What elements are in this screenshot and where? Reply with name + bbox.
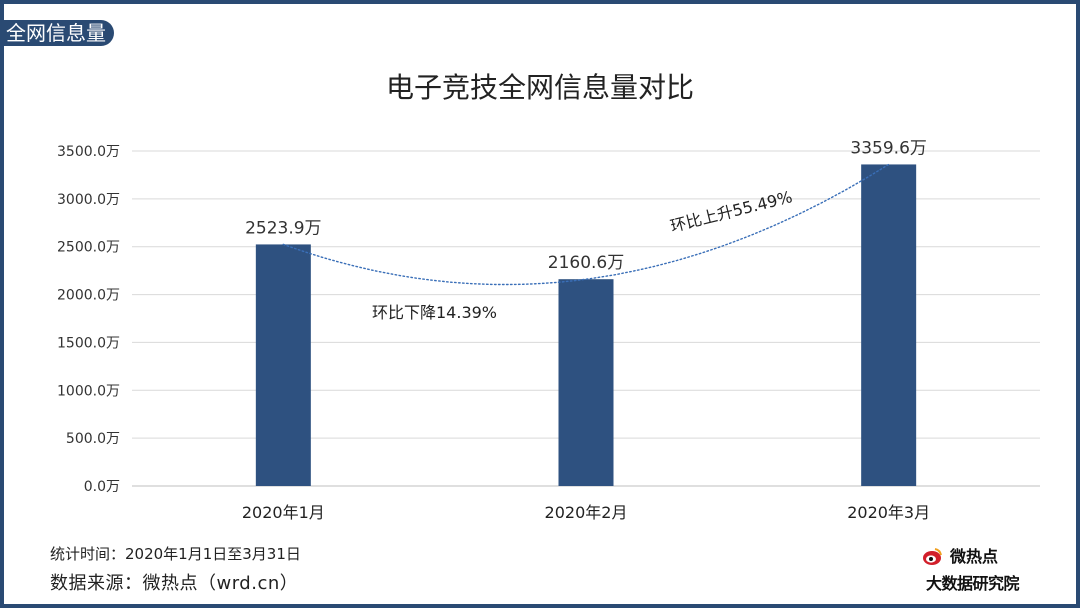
annotation-increase: 环比上升55.49% <box>668 187 794 236</box>
trendline-path <box>282 163 890 286</box>
logo: 微热点 大数据研究院 <box>922 546 1052 593</box>
annotation-decrease: 环比下降14.39% <box>372 303 497 322</box>
x-tick-label: 2020年3月 <box>847 503 930 522</box>
y-tick-label: 1000.0万 <box>57 383 120 399</box>
corner-tag: 全网信息量 <box>4 20 114 46</box>
x-tick-label: 2020年1月 <box>242 503 325 522</box>
weibo-eye-icon <box>923 548 942 565</box>
bar <box>255 244 311 486</box>
statistics-period: 统计时间：2020年1月1日至3月31日 <box>50 545 301 563</box>
data-label: 2523.9万 <box>245 218 321 238</box>
y-tick-label: 3000.0万 <box>57 192 120 208</box>
chart-title: 电子竞技全网信息量对比 <box>386 71 694 104</box>
y-tick-label: 0.0万 <box>84 479 120 495</box>
trendline <box>282 163 890 286</box>
x-tick-label: 2020年2月 <box>545 503 628 522</box>
bar <box>861 164 917 486</box>
bar <box>558 279 614 486</box>
logo-name: 微热点 <box>950 547 999 566</box>
data-label: 3359.6万 <box>850 138 926 158</box>
bars <box>255 164 917 486</box>
y-tick-label: 2000.0万 <box>57 288 120 304</box>
y-tick-label: 1500.0万 <box>57 335 120 351</box>
y-tick-label: 500.0万 <box>66 431 120 447</box>
y-axis-tick-labels: 0.0万 500.0万 1000.0万 1500.0万 2000.0万 2500.0万 30… <box>57 144 120 495</box>
logo-subtitle: 大数据研究院 <box>926 574 1020 593</box>
data-source: 数据来源：微热点（wrd.cn） <box>50 573 299 594</box>
data-label: 2160.6万 <box>548 253 624 273</box>
data-labels: 2523.9万 2160.6万 3359.6万 <box>245 138 927 273</box>
x-axis-tick-labels: 2020年1月 2020年2月 2020年3月 <box>242 503 930 522</box>
y-tick-label: 2500.0万 <box>57 240 120 256</box>
y-tick-label: 3500.0万 <box>57 144 120 160</box>
